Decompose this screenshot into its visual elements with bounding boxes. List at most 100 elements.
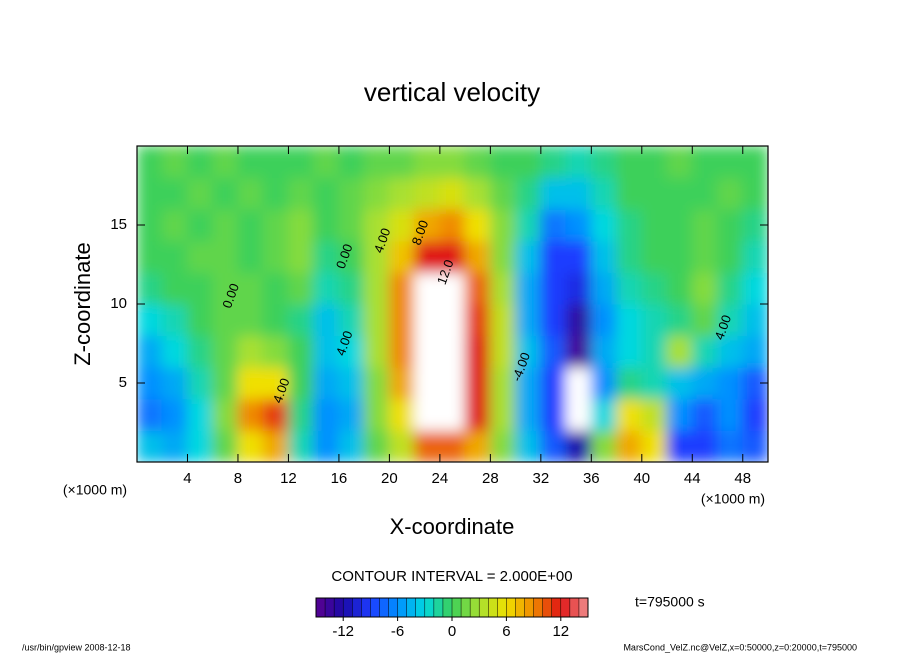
- field-cell: [137, 177, 163, 210]
- field-cell: [287, 240, 315, 273]
- field-cell: [515, 240, 542, 273]
- colorbar-band: [334, 598, 344, 617]
- field-cell: [363, 303, 390, 337]
- field-cell: [590, 271, 618, 305]
- field-cell: [666, 303, 693, 337]
- field-cell: [237, 366, 264, 400]
- field-cell: [691, 208, 719, 242]
- field-cell: [439, 303, 466, 337]
- field-cell: [540, 398, 567, 431]
- field-cell: [363, 366, 390, 400]
- field-cell: [237, 177, 264, 210]
- field-cell: [590, 366, 618, 400]
- colorbar-band: [379, 598, 390, 617]
- field-cell: [565, 303, 592, 337]
- field-cell: [742, 146, 768, 179]
- field-cell: [212, 146, 239, 179]
- field-cell: [641, 366, 668, 400]
- field-cell: [515, 335, 542, 368]
- field-cell: [464, 303, 491, 337]
- field-cell: [161, 366, 188, 400]
- field-cell: [489, 208, 517, 242]
- field-cell: [540, 429, 567, 462]
- field-cell: [666, 146, 693, 179]
- colorbar-band: [506, 598, 516, 617]
- field-cell: [237, 271, 264, 305]
- field-cell: [313, 177, 340, 210]
- field-cell: [439, 146, 466, 179]
- field-cell: [641, 429, 668, 462]
- field-cell: [489, 146, 517, 179]
- field-cell: [540, 240, 567, 273]
- field-cell: [338, 177, 365, 210]
- field-cell: [616, 271, 643, 305]
- field-cell: [237, 398, 264, 431]
- colorbar-band: [497, 598, 507, 617]
- colorbar-band: [551, 598, 562, 617]
- field-cell: [363, 208, 390, 242]
- field-cell: [414, 146, 441, 179]
- field-cell: [212, 240, 239, 273]
- field-cell: [161, 240, 188, 273]
- x-axis-label: X-coordinate: [390, 514, 515, 539]
- colorbar-band: [479, 598, 489, 617]
- field-cell: [137, 271, 163, 305]
- field-cell: [137, 335, 163, 368]
- field-cell: [262, 429, 289, 462]
- field-cell: [186, 271, 214, 305]
- colorbar-band: [316, 598, 326, 617]
- field-cell: [691, 335, 719, 368]
- field-cell: [489, 240, 517, 273]
- field-cell: [414, 429, 441, 462]
- field-cell: [666, 366, 693, 400]
- field-cell: [742, 271, 768, 305]
- field-cell: [186, 398, 214, 431]
- field-cell: [691, 303, 719, 337]
- field-cell: [515, 303, 542, 337]
- field-cell: [666, 398, 693, 431]
- colorbar-band: [415, 598, 426, 617]
- field-cell: [186, 366, 214, 400]
- field-cell: [388, 429, 416, 462]
- x-tick-label: 48: [734, 470, 751, 487]
- field-cell: [742, 177, 768, 210]
- field-cell: [565, 240, 592, 273]
- field-cell: [590, 429, 618, 462]
- x-tick-label: 44: [684, 470, 701, 487]
- field-cell: [287, 303, 315, 337]
- field-cell: [212, 303, 239, 337]
- field-cell: [161, 271, 188, 305]
- field-cell: [616, 240, 643, 273]
- field-cell: [313, 398, 340, 431]
- field-cell: [590, 177, 618, 210]
- field-cell: [388, 366, 416, 400]
- colorbar-tick-label: 12: [552, 623, 569, 640]
- field-cell: [313, 208, 340, 242]
- field-cell: [717, 429, 744, 462]
- colorbar-tick-label: -12: [332, 623, 354, 640]
- field-cell: [742, 240, 768, 273]
- colorbar-band: [388, 598, 399, 617]
- colorbar-band: [406, 598, 417, 617]
- field-cell: [414, 303, 441, 337]
- field-cell: [414, 398, 441, 431]
- field-cell: [388, 398, 416, 431]
- field-cell: [489, 271, 517, 305]
- field-cell: [691, 177, 719, 210]
- field-cell: [641, 303, 668, 337]
- field-cell: [287, 208, 315, 242]
- field-cell: [641, 335, 668, 368]
- colorbar-band: [433, 598, 444, 617]
- y-axis-units: (×1000 m): [63, 482, 127, 498]
- field-cell: [464, 335, 491, 368]
- colorbar-band: [515, 598, 526, 617]
- field-cell: [565, 177, 592, 210]
- x-tick-label: 28: [482, 470, 499, 487]
- field-cell: [464, 398, 491, 431]
- field-cell: [616, 177, 643, 210]
- field-cell: [338, 366, 365, 400]
- field-cell: [237, 429, 264, 462]
- colorbar-band: [533, 598, 544, 617]
- field-cell: [212, 398, 239, 431]
